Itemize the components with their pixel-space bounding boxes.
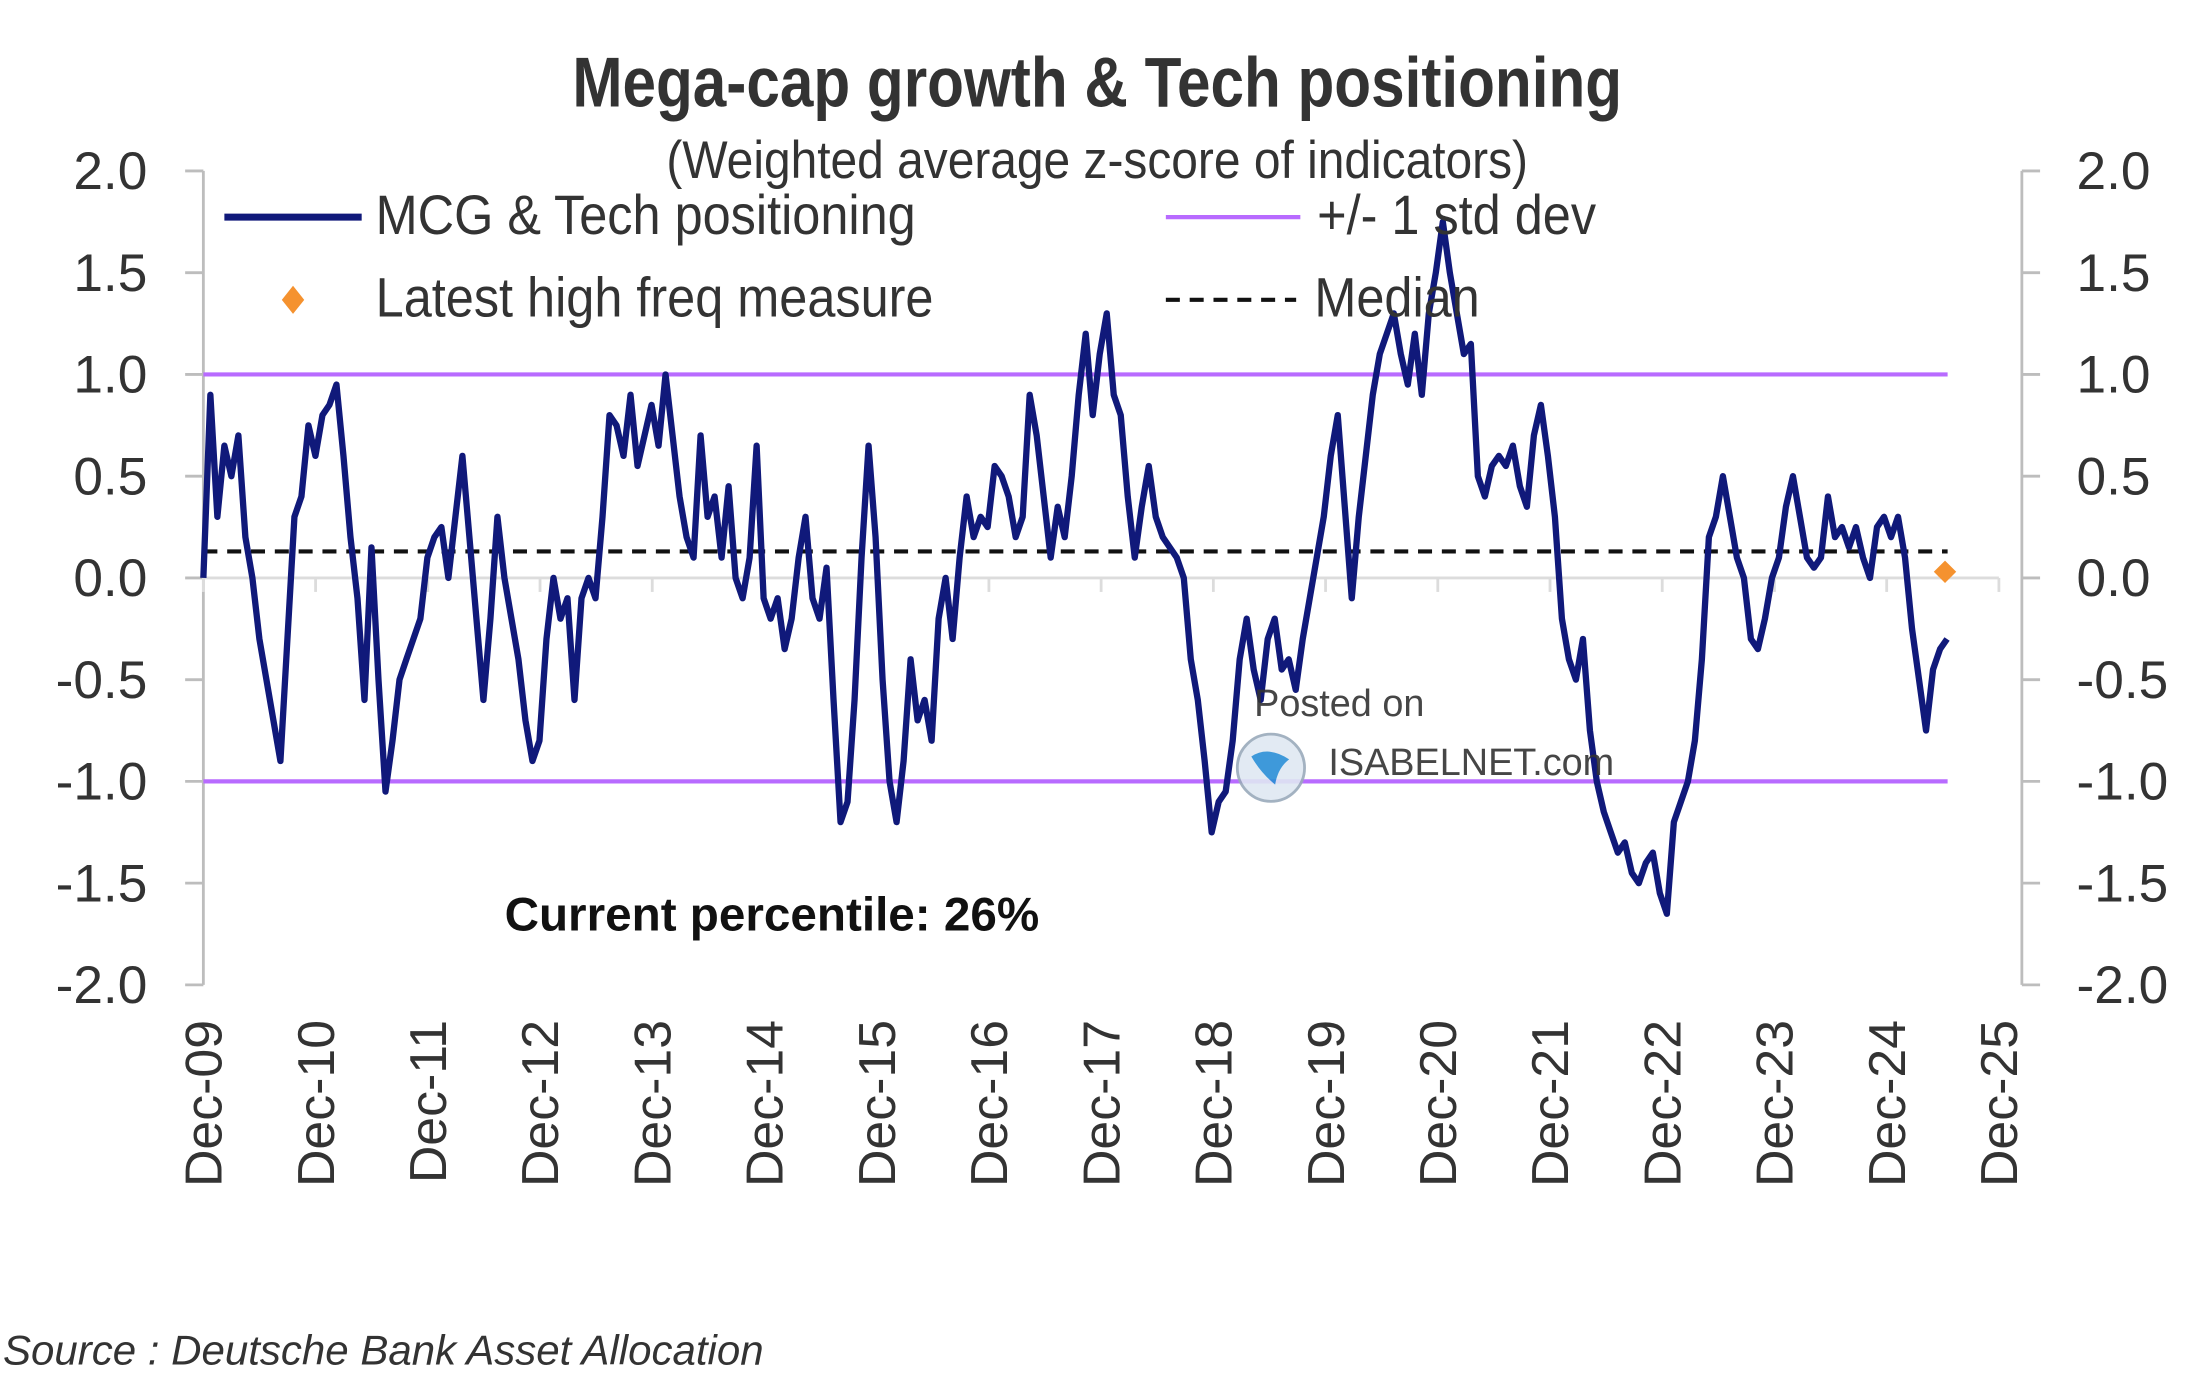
y-tick-label-right: -1.0 xyxy=(2077,753,2169,812)
legend: MCG & Tech positioning +/- 1 std dev Lat… xyxy=(224,185,1596,329)
y-tick-label-left: 2.0 xyxy=(73,142,147,201)
source-note: Source : Deutsche Bank Asset Allocation xyxy=(3,1327,764,1374)
x-tick-label: Dec-23 xyxy=(1746,1020,1804,1187)
y-tick-label-right: 2.0 xyxy=(2077,142,2151,201)
y-tick-label-left: 0.5 xyxy=(73,447,147,506)
globe-logo-icon xyxy=(1235,732,1306,803)
y-tick-label-right: -0.5 xyxy=(2077,651,2169,710)
x-tick-label: Dec-09 xyxy=(175,1020,233,1187)
y-tick-label-right: 0.5 xyxy=(2077,447,2151,506)
y-tick-label-left: 1.0 xyxy=(73,346,147,405)
y-axis-labels: 2.0 2.0 1.5 1.5 1.0 1.0 0.5 0.5 0.0 0.0 -0.5 -0.5 -1… xyxy=(56,142,2169,1015)
x-tick-label: Dec-14 xyxy=(736,1020,794,1187)
x-tick-label: Dec-21 xyxy=(1521,1020,1579,1187)
legend-std-label: +/- 1 std dev xyxy=(1317,185,1596,247)
x-axis-labels: Dec-09 Dec-10 Dec-11 Dec-12 Dec-13 Dec-14 Dec-… xyxy=(175,1020,2029,1187)
chart-title: Mega-cap growth & Tech positioning xyxy=(572,43,1622,121)
y-tick-label-right: -1.5 xyxy=(2077,854,2169,913)
x-tick-label: Dec-17 xyxy=(1072,1020,1130,1187)
x-tick-label: Dec-15 xyxy=(848,1020,906,1187)
legend-latest-label: Latest high freq measure xyxy=(376,267,934,329)
watermark-site: ISABELNET.com xyxy=(1328,742,1614,784)
watermark-posted-on: Posted on xyxy=(1254,683,1424,725)
x-tick-label: Dec-18 xyxy=(1185,1020,1243,1187)
y-tick-label-right: -2.0 xyxy=(2077,956,2169,1015)
y-tick-label-left: 1.5 xyxy=(73,244,147,303)
series-line-mcg-tech xyxy=(200,218,1950,917)
x-tick-label: Dec-25 xyxy=(1970,1020,2028,1187)
watermark: Posted on ISABELNET.com xyxy=(1235,683,1614,803)
x-tick-label: Dec-19 xyxy=(1297,1020,1355,1187)
y-tick-label-right: 1.0 xyxy=(2077,346,2151,405)
y-tick-label-left: -1.5 xyxy=(56,854,148,913)
legend-median-label: Median xyxy=(1314,267,1479,329)
x-tick-label: Dec-24 xyxy=(1858,1020,1916,1187)
legend-series-label: MCG & Tech positioning xyxy=(376,185,916,247)
y-tick-label-left: -2.0 xyxy=(56,956,148,1015)
current-percentile-annotation: Current percentile: 26% xyxy=(505,888,1040,941)
x-tick-label: Dec-20 xyxy=(1409,1020,1467,1187)
x-tick-label: Dec-11 xyxy=(399,1020,457,1183)
x-tick-label: Dec-12 xyxy=(511,1020,569,1187)
y-tick-label-left: -1.0 xyxy=(56,753,148,812)
x-tick-label: Dec-22 xyxy=(1633,1020,1691,1187)
legend-latest-diamond-icon xyxy=(281,285,305,314)
chart-subtitle: (Weighted average z-score of indicators) xyxy=(666,130,1528,190)
y-tick-label-left: -0.5 xyxy=(56,651,148,710)
y-tick-label-left: 0.0 xyxy=(73,549,147,608)
x-tick-label: Dec-13 xyxy=(623,1020,681,1187)
x-tick-label: Dec-10 xyxy=(287,1020,345,1187)
x-tick-label: Dec-16 xyxy=(960,1020,1018,1187)
y-tick-label-right: 1.5 xyxy=(2077,244,2151,303)
latest-high-freq-marker xyxy=(1933,560,1957,584)
y-tick-label-right: 0.0 xyxy=(2077,549,2151,608)
